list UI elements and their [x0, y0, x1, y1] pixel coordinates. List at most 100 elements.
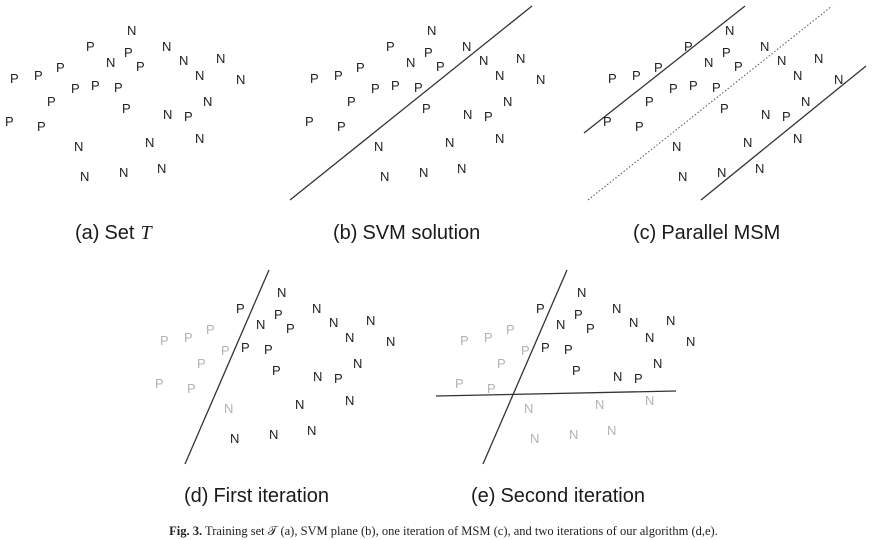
negative-point: N	[216, 51, 225, 66]
positive-point: P	[5, 114, 14, 129]
positive-point: P	[722, 45, 731, 60]
panel-d-title: First iteration	[213, 485, 329, 507]
panel-a-symbol: T	[140, 222, 153, 244]
msm-plane-middle-dotted	[587, 5, 833, 201]
negative-point: N	[462, 39, 471, 54]
panel-b-title: SVM solution	[362, 222, 480, 244]
positive-point: P	[206, 322, 215, 337]
negative-point: N	[145, 135, 154, 150]
negative-point: N	[801, 94, 810, 109]
first-iteration-plane	[184, 269, 270, 465]
positive-point: P	[334, 371, 343, 386]
negative-point: N	[834, 72, 843, 87]
positive-point: P	[221, 343, 230, 358]
positive-point: P	[56, 60, 65, 75]
positive-point: P	[47, 94, 56, 109]
negative-point: N	[345, 330, 354, 345]
positive-point: P	[669, 81, 678, 96]
positive-point: P	[506, 322, 515, 337]
negative-point: N	[345, 393, 354, 408]
positive-point: P	[720, 101, 729, 116]
negative-point: N	[569, 427, 578, 442]
negative-point: N	[612, 301, 621, 316]
positive-point: P	[654, 60, 663, 75]
positive-point: P	[187, 381, 196, 396]
positive-point: P	[689, 78, 698, 93]
negative-point: N	[127, 23, 136, 38]
svm-plane	[289, 5, 533, 201]
positive-point: P	[497, 356, 506, 371]
positive-point: P	[91, 78, 100, 93]
negative-point: N	[236, 72, 245, 87]
positive-point: P	[521, 343, 530, 358]
negative-point: N	[203, 94, 212, 109]
positive-point: P	[184, 330, 193, 345]
positive-point: P	[564, 342, 573, 357]
positive-point: P	[684, 39, 693, 54]
negative-point: N	[162, 39, 171, 54]
positive-point: P	[484, 330, 493, 345]
positive-point: P	[574, 307, 583, 322]
negative-point: N	[406, 55, 415, 70]
positive-point: P	[160, 333, 169, 348]
panel-c-label: (c) Parallel MSM	[633, 222, 780, 244]
negative-point: N	[607, 423, 616, 438]
negative-point: N	[760, 39, 769, 54]
positive-point: P	[455, 376, 464, 391]
negative-point: N	[536, 72, 545, 87]
negative-point: N	[353, 356, 362, 371]
panel-e-label: (e) Second iteration	[471, 485, 645, 507]
positive-point: P	[37, 119, 46, 134]
negative-point: N	[613, 369, 622, 384]
negative-point: N	[672, 139, 681, 154]
positive-point: P	[712, 80, 721, 95]
panel-c-title: Parallel MSM	[661, 222, 780, 244]
positive-point: P	[635, 119, 644, 134]
positive-point: P	[422, 101, 431, 116]
positive-point: P	[347, 94, 356, 109]
panel-e-title: Second iteration	[500, 485, 645, 507]
negative-point: N	[157, 161, 166, 176]
positive-point: P	[424, 45, 433, 60]
positive-point: P	[337, 119, 346, 134]
caption-text: Training set 𝒯 (a), SVM plane (b), one i…	[205, 524, 718, 538]
negative-point: N	[295, 397, 304, 412]
negative-point: N	[256, 317, 265, 332]
figure-caption: Fig. 3. Training set 𝒯 (a), SVM plane (b…	[0, 524, 887, 539]
negative-point: N	[814, 51, 823, 66]
positive-point: P	[572, 363, 581, 378]
positive-point: P	[460, 333, 469, 348]
positive-point: P	[586, 321, 595, 336]
positive-point: P	[114, 80, 123, 95]
negative-point: N	[366, 313, 375, 328]
negative-point: N	[645, 330, 654, 345]
negative-point: N	[119, 165, 128, 180]
positive-point: P	[155, 376, 164, 391]
positive-point: P	[86, 39, 95, 54]
negative-point: N	[195, 68, 204, 83]
negative-point: N	[503, 94, 512, 109]
positive-point: P	[241, 340, 250, 355]
negative-point: N	[479, 53, 488, 68]
positive-point: P	[603, 114, 612, 129]
positive-point: P	[356, 60, 365, 75]
positive-point: P	[71, 81, 80, 96]
negative-point: N	[463, 107, 472, 122]
negative-point: N	[386, 334, 395, 349]
negative-point: N	[717, 165, 726, 180]
negative-point: N	[629, 315, 638, 330]
negative-point: N	[666, 313, 675, 328]
negative-point: N	[380, 169, 389, 184]
negative-point: N	[495, 131, 504, 146]
panel-a-label: (a) Set T	[75, 222, 153, 244]
panel-d-label: (d) First iteration	[184, 485, 329, 507]
positive-point: P	[34, 68, 43, 83]
positive-point: P	[272, 363, 281, 378]
positive-point: P	[391, 78, 400, 93]
positive-point: P	[264, 342, 273, 357]
panel-c-letter: (c)	[633, 222, 656, 244]
